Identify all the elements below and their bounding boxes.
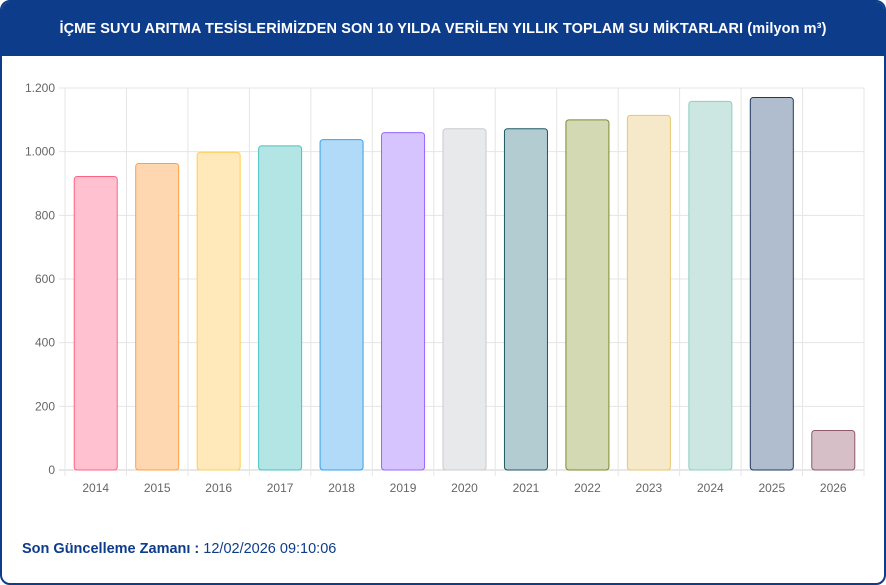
chart-title: İÇME SUYU ARITMA TESİSLERİMİZDEN SON 10 … [59,21,827,37]
x-tick-label: 2018 [328,481,355,495]
y-tick-label: 1.000 [25,145,55,159]
last-update-value: 12/02/2026 09:10:06 [203,541,337,557]
chart-header: İÇME SUYU ARITMA TESİSLERİMİZDEN SON 10 … [2,2,884,56]
bar-2023 [626,114,671,471]
x-tick-label: 2017 [267,481,294,495]
bar-2018 [319,139,364,471]
bar-2026 [811,430,856,471]
last-update-label: Son Güncelleme Zamanı : [22,541,200,557]
x-tick-label: 2022 [574,481,601,495]
x-tick-label: 2023 [636,481,663,495]
y-tick-label: 1.200 [25,81,55,95]
x-tick-label: 2025 [758,481,785,495]
x-tick-label: 2020 [451,481,478,495]
bar-2017 [258,145,303,471]
x-tick-label: 2014 [82,481,109,495]
bar-2014 [73,175,118,471]
bar-2024 [688,100,733,471]
y-tick-label: 0 [48,463,55,477]
y-tick-label: 400 [35,336,55,350]
x-tick-label: 2015 [144,481,171,495]
bar-2021 [503,128,548,471]
x-tick-label: 2016 [205,481,232,495]
bar-2015 [135,162,180,471]
x-tick-label: 2019 [390,481,417,495]
x-tick-label: 2024 [697,481,724,495]
y-tick-label: 800 [35,208,55,222]
bar-2016 [196,151,241,471]
bar-2025 [749,97,794,471]
x-tick-label: 2026 [820,481,847,495]
bar-chart: 0 200 400 600 800 1.000 1.200 2014 2015 2016 2017 2… [25,81,865,495]
bar-2019 [381,132,426,471]
chart-area: 0 200 400 600 800 1.000 1.200 2014 2015 2016 2017 2… [2,56,884,506]
y-tick-label: 200 [35,399,55,413]
bar-2022 [565,119,610,471]
bar-2020 [442,128,487,471]
x-tick-label: 2021 [513,481,540,495]
last-update: Son Güncelleme Zamanı : 12/02/2026 09:10… [22,541,336,557]
y-tick-label: 600 [35,272,55,286]
